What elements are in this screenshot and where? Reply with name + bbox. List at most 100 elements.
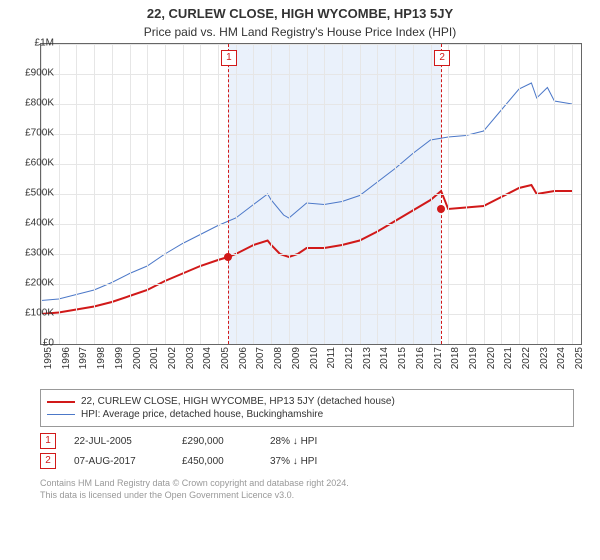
x-tick-label: 2015 (397, 347, 408, 369)
grid-line (200, 44, 201, 344)
legend-swatch (47, 414, 75, 415)
sale-date: 07-AUG-2017 (74, 456, 164, 467)
grid-line (41, 104, 581, 105)
x-tick-label: 2012 (344, 347, 355, 369)
x-tick-label: 2024 (556, 347, 567, 369)
y-tick-label: £900K (14, 68, 54, 79)
x-tick-label: 2014 (379, 347, 390, 369)
grid-line (324, 44, 325, 344)
grid-line (41, 74, 581, 75)
legend-label: HPI: Average price, detached house, Buck… (81, 409, 323, 420)
x-tick-label: 2004 (202, 347, 213, 369)
sales-table: 122-JUL-2005£290,00028% ↓ HPI207-AUG-201… (40, 433, 600, 469)
grid-line (41, 224, 581, 225)
grid-line (41, 344, 581, 345)
sale-vline (228, 44, 229, 344)
sale-dot (224, 253, 232, 261)
grid-line (289, 44, 290, 344)
grid-line (41, 194, 581, 195)
x-tick-label: 2016 (415, 347, 426, 369)
grid-line (271, 44, 272, 344)
grid-line (94, 44, 95, 344)
sale-price: £290,000 (182, 436, 252, 447)
grid-line (147, 44, 148, 344)
grid-line (183, 44, 184, 344)
grid-line (41, 314, 581, 315)
x-tick-label: 2003 (185, 347, 196, 369)
page-title: 22, CURLEW CLOSE, HIGH WYCOMBE, HP13 5JY (0, 6, 600, 21)
sale-dot (437, 205, 445, 213)
x-tick-label: 2023 (539, 347, 550, 369)
x-tick-label: 2022 (521, 347, 532, 369)
legend: 22, CURLEW CLOSE, HIGH WYCOMBE, HP13 5JY… (40, 389, 574, 427)
sale-marker: 1 (40, 433, 56, 449)
y-tick-label: £700K (14, 128, 54, 139)
grid-line (537, 44, 538, 344)
x-tick-label: 2019 (468, 347, 479, 369)
sale-marker: 1 (221, 50, 237, 66)
grid-line (236, 44, 237, 344)
legend-row: HPI: Average price, detached house, Buck… (47, 409, 567, 420)
grid-line (41, 254, 581, 255)
grid-line (112, 44, 113, 344)
sale-vline (441, 44, 442, 344)
y-tick-label: £600K (14, 158, 54, 169)
x-tick-label: 2013 (362, 347, 373, 369)
y-tick-label: £400K (14, 218, 54, 229)
y-tick-label: £800K (14, 98, 54, 109)
x-tick-label: 2017 (433, 347, 444, 369)
grid-line (41, 164, 581, 165)
x-tick-label: 2018 (450, 347, 461, 369)
chart: 12 £0£100K£200K£300K£400K£500K£600K£700K… (40, 43, 600, 383)
sale-diff: 28% ↓ HPI (270, 436, 360, 447)
x-tick-label: 2008 (273, 347, 284, 369)
plot-area: 12 (40, 43, 582, 345)
grid-line (307, 44, 308, 344)
grid-line (466, 44, 467, 344)
sale-row: 207-AUG-2017£450,00037% ↓ HPI (40, 453, 600, 469)
grid-line (395, 44, 396, 344)
x-tick-label: 2002 (167, 347, 178, 369)
x-tick-label: 2009 (291, 347, 302, 369)
footer-line: Contains HM Land Registry data © Crown c… (40, 477, 600, 489)
x-tick-label: 2011 (326, 347, 337, 369)
grid-line (431, 44, 432, 344)
grid-line (76, 44, 77, 344)
grid-line (360, 44, 361, 344)
x-tick-label: 2010 (309, 347, 320, 369)
y-tick-label: £100K (14, 308, 54, 319)
x-tick-label: 2025 (574, 347, 585, 369)
grid-line (413, 44, 414, 344)
grid-line (59, 44, 60, 344)
x-tick-label: 2005 (220, 347, 231, 369)
x-tick-label: 2020 (486, 347, 497, 369)
x-tick-label: 2021 (503, 347, 514, 369)
y-tick-label: £1M (14, 38, 54, 49)
grid-line (342, 44, 343, 344)
sale-diff: 37% ↓ HPI (270, 456, 360, 467)
sale-price: £450,000 (182, 456, 252, 467)
grid-line (253, 44, 254, 344)
page-subtitle: Price paid vs. HM Land Registry's House … (0, 25, 600, 39)
x-tick-label: 2001 (149, 347, 160, 369)
grid-line (41, 44, 581, 45)
sale-row: 122-JUL-2005£290,00028% ↓ HPI (40, 433, 600, 449)
x-tick-label: 2000 (132, 347, 143, 369)
legend-swatch (47, 401, 75, 403)
footer-line: This data is licensed under the Open Gov… (40, 489, 600, 501)
x-tick-label: 1996 (61, 347, 72, 369)
x-tick-label: 1995 (43, 347, 54, 369)
y-tick-label: £200K (14, 278, 54, 289)
y-tick-label: £300K (14, 248, 54, 259)
grid-line (41, 284, 581, 285)
x-tick-label: 1999 (114, 347, 125, 369)
grid-line (41, 134, 581, 135)
grid-line (165, 44, 166, 344)
x-tick-label: 1998 (96, 347, 107, 369)
grid-line (554, 44, 555, 344)
sale-marker: 2 (434, 50, 450, 66)
grid-line (218, 44, 219, 344)
grid-line (484, 44, 485, 344)
grid-line (448, 44, 449, 344)
grid-line (501, 44, 502, 344)
